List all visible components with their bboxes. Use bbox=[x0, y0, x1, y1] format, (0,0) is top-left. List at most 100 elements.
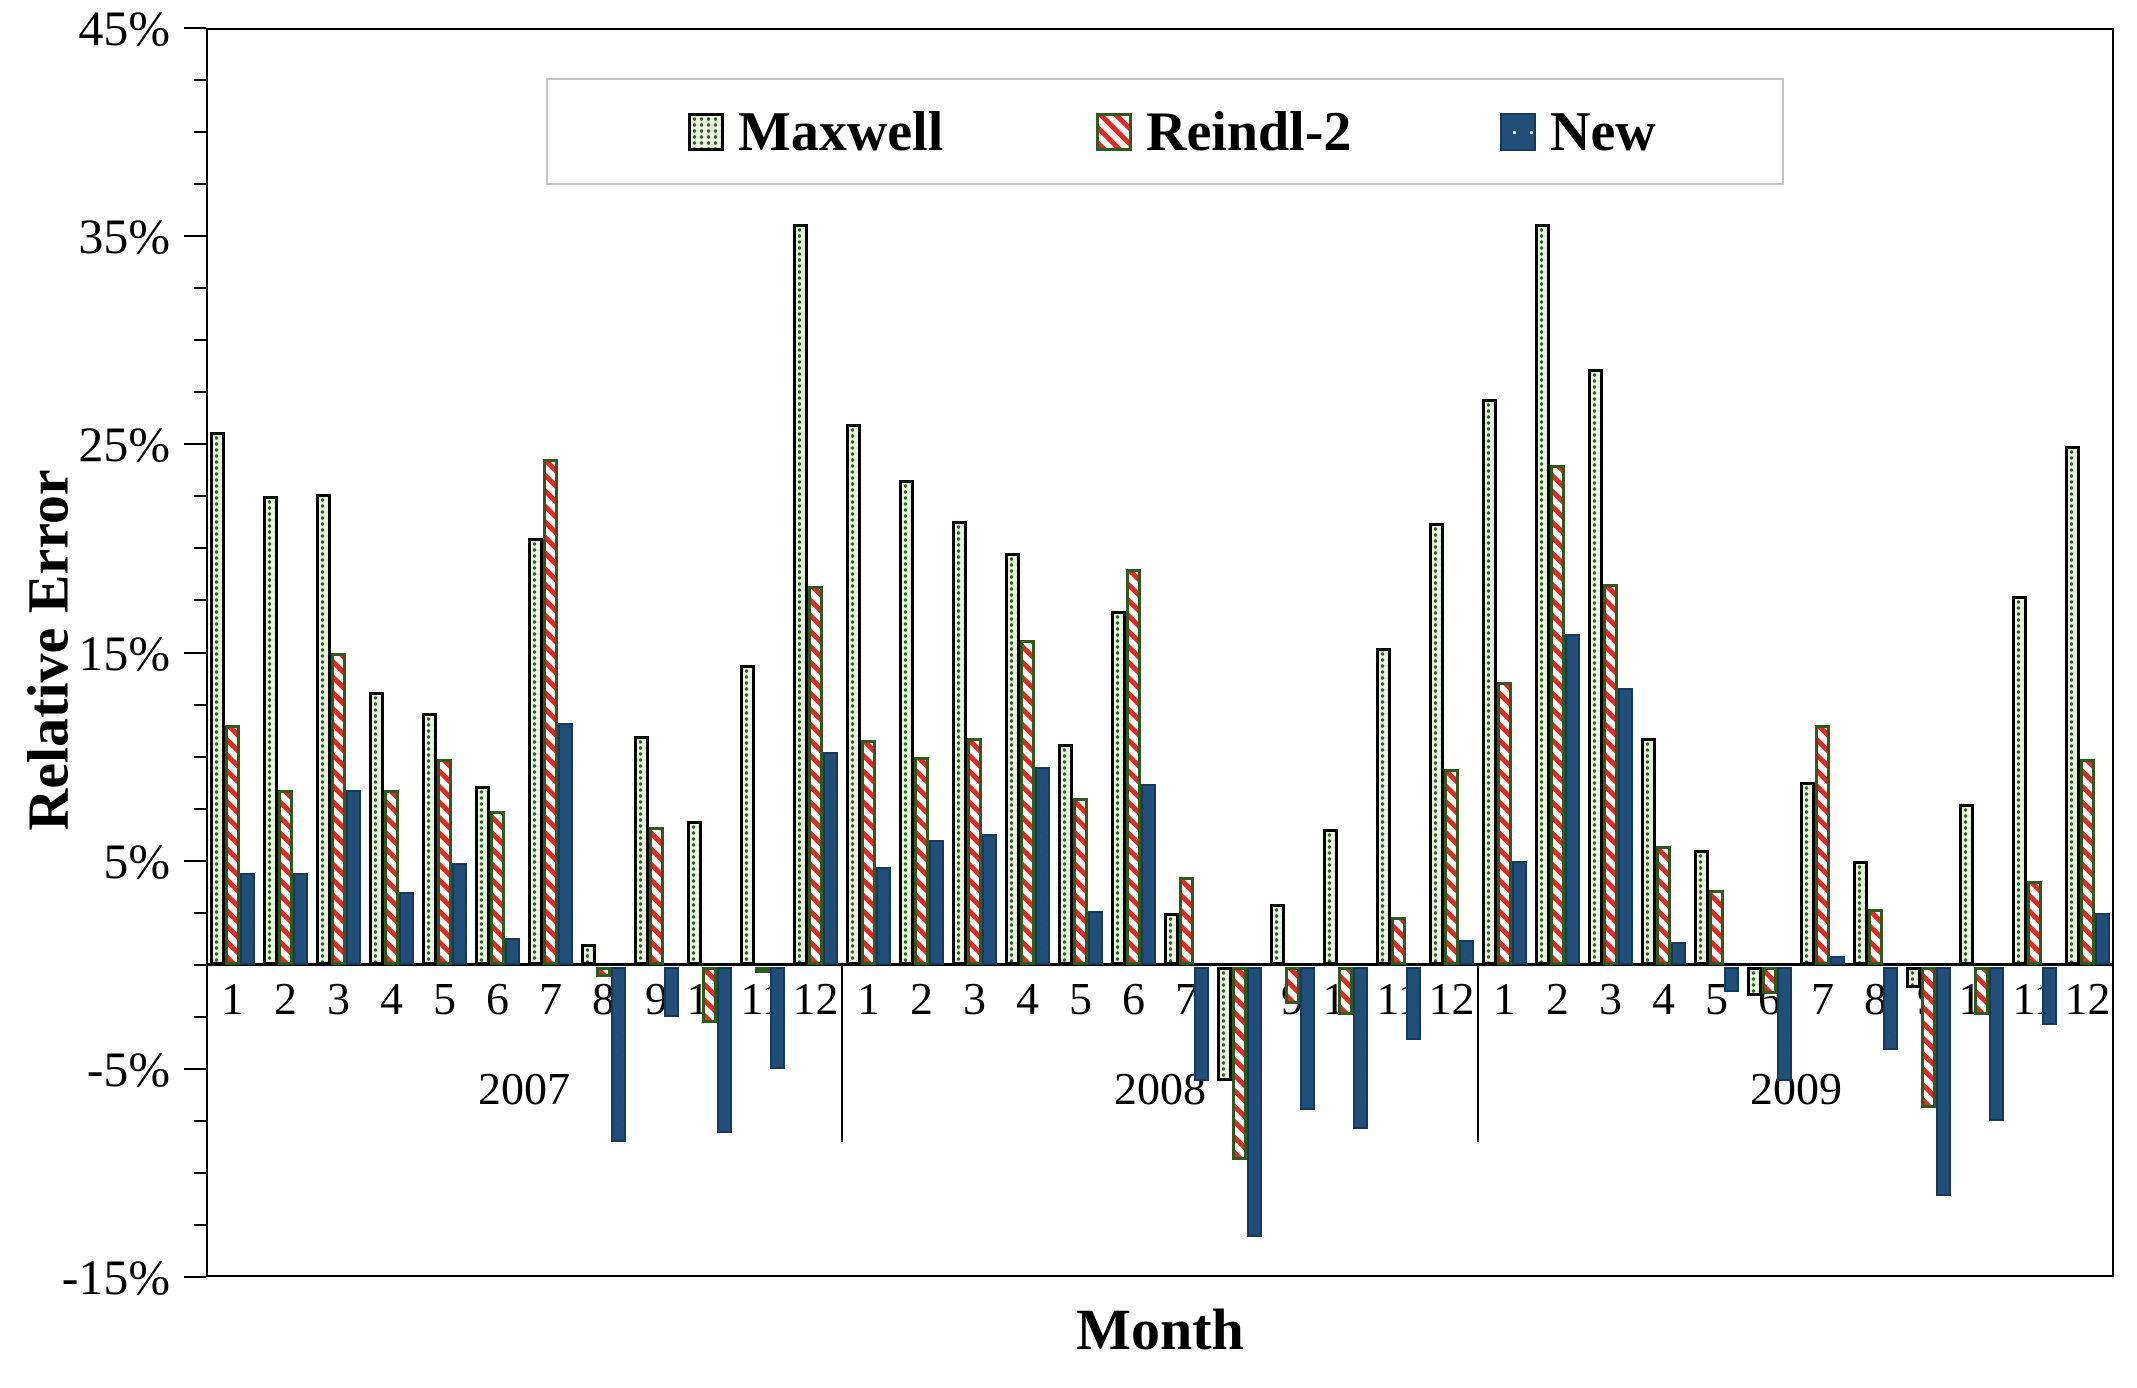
bar-reindl-2007-m2 bbox=[278, 789, 293, 965]
y-major-tick bbox=[184, 443, 206, 446]
bar-reindl-2007-m1 bbox=[225, 725, 240, 965]
bar-new-2009-m2 bbox=[1565, 633, 1580, 965]
bar-reindl-2009-m11 bbox=[2027, 881, 2042, 965]
bar-new-2009-m11 bbox=[2042, 966, 2057, 1026]
y-tick-label: 25% bbox=[78, 416, 170, 473]
bar-reindl-2008-m8 bbox=[1232, 966, 1247, 1161]
y-minor-tick bbox=[194, 183, 206, 186]
bar-maxwell-2008-m9 bbox=[1270, 904, 1285, 965]
bar-reindl-2007-m3 bbox=[331, 652, 346, 965]
month-label: 2 bbox=[1546, 973, 1569, 1024]
x-axis-title: Month bbox=[1076, 1297, 1244, 1362]
month-label: 8 bbox=[1864, 973, 1887, 1024]
new-swatch-icon bbox=[1500, 112, 1536, 151]
month-label: 2 bbox=[274, 973, 297, 1024]
bar-new-2008-m7 bbox=[1194, 966, 1209, 1082]
bar-new-2009-m10 bbox=[1989, 966, 2004, 1121]
bar-maxwell-2007-m6 bbox=[475, 785, 490, 965]
bar-new-2007-m7 bbox=[558, 723, 573, 965]
legend-label-maxwell: Maxwell bbox=[738, 100, 944, 163]
bar-maxwell-2009-m3 bbox=[1588, 369, 1603, 965]
y-tick-label: -5% bbox=[86, 1040, 170, 1097]
legend-item-reindl-2: Reindl-2 bbox=[1096, 80, 1351, 183]
bar-reindl-2008-m10 bbox=[1338, 966, 1353, 1015]
bar-new-2009-m1 bbox=[1512, 860, 1527, 965]
y-minor-tick bbox=[194, 1015, 206, 1018]
bar-maxwell-2009-m1 bbox=[1482, 398, 1497, 965]
y-minor-tick bbox=[194, 807, 206, 810]
month-label: 7 bbox=[1811, 973, 1834, 1024]
bar-maxwell-2007-m4 bbox=[369, 692, 384, 965]
bar-new-2008-m8 bbox=[1247, 966, 1262, 1238]
year-label-2007: 2007 bbox=[478, 1063, 570, 1114]
bar-reindl-2008-m1 bbox=[861, 739, 876, 965]
bar-maxwell-2009-m4 bbox=[1641, 737, 1656, 965]
bar-reindl-2007-m5 bbox=[437, 758, 452, 965]
bar-new-2007-m5 bbox=[452, 862, 467, 965]
bar-reindl-2007-m9 bbox=[649, 827, 664, 965]
bar-maxwell-2009-m5 bbox=[1694, 850, 1709, 965]
bar-new-2008-m1 bbox=[876, 866, 891, 965]
bar-maxwell-2007-m3 bbox=[316, 494, 331, 965]
month-label: 5 bbox=[1705, 973, 1728, 1024]
y-tick-label: 5% bbox=[103, 832, 170, 889]
bar-maxwell-2007-m1 bbox=[210, 431, 225, 965]
bar-maxwell-2009-m10 bbox=[1959, 804, 1974, 965]
y-major-tick bbox=[184, 859, 206, 862]
bar-new-2009-m5 bbox=[1724, 966, 1739, 992]
bar-maxwell-2008-m1 bbox=[846, 423, 861, 965]
y-major-tick bbox=[184, 235, 206, 238]
month-label: 1 bbox=[1493, 973, 1516, 1024]
y-minor-tick bbox=[194, 1223, 206, 1226]
bar-new-2007-m3 bbox=[346, 789, 361, 965]
y-minor-tick bbox=[194, 339, 206, 342]
month-label: 4 bbox=[1652, 973, 1675, 1024]
bar-reindl-2007-m6 bbox=[490, 810, 505, 965]
year-separator-line bbox=[841, 964, 843, 1142]
month-label: 5 bbox=[1069, 973, 1092, 1024]
bar-maxwell-2009-m8 bbox=[1853, 860, 1868, 965]
month-label: 1 bbox=[857, 973, 880, 1024]
bar-new-2007-m8 bbox=[611, 966, 626, 1142]
bar-maxwell-2008-m4 bbox=[1005, 552, 1020, 965]
y-major-tick bbox=[184, 1067, 206, 1070]
bar-reindl-2009-m2 bbox=[1550, 465, 1565, 965]
bar-reindl-2008-m11 bbox=[1391, 916, 1406, 965]
bar-reindl-2008-m12 bbox=[1444, 769, 1459, 965]
bar-reindl-2009-m4 bbox=[1656, 846, 1671, 965]
year-label-2009: 2009 bbox=[1750, 1063, 1842, 1114]
bar-reindl-2008-m6 bbox=[1126, 569, 1141, 965]
y-minor-tick bbox=[194, 79, 206, 82]
month-label: 12 bbox=[2064, 973, 2111, 1024]
y-minor-tick bbox=[194, 599, 206, 602]
legend-item-new: New bbox=[1500, 80, 1656, 183]
year-label-2008: 2008 bbox=[1114, 1063, 1206, 1114]
bar-maxwell-2008-m12 bbox=[1429, 523, 1444, 965]
bar-new-2009-m9 bbox=[1936, 966, 1951, 1196]
legend: Maxwell Reindl-2 New bbox=[546, 78, 1784, 185]
bar-reindl-2007-m11 bbox=[755, 966, 770, 973]
bar-reindl-2009-m10 bbox=[1974, 966, 1989, 1015]
bar-new-2007-m9 bbox=[664, 966, 679, 1017]
bar-new-2009-m3 bbox=[1618, 687, 1633, 965]
y-minor-tick bbox=[194, 287, 206, 290]
legend-label-new: New bbox=[1550, 100, 1656, 163]
bar-maxwell-2008-m7 bbox=[1164, 912, 1179, 965]
bar-new-2007-m12 bbox=[823, 752, 838, 965]
y-axis-title: Relative Error bbox=[15, 469, 82, 830]
bar-new-2007-m10 bbox=[717, 966, 732, 1134]
y-tick-label: 35% bbox=[78, 208, 170, 265]
bar-new-2007-m11 bbox=[770, 966, 785, 1069]
month-label: 3 bbox=[327, 973, 350, 1024]
legend-label-reindl-2: Reindl-2 bbox=[1146, 100, 1352, 163]
bar-new-2009-m8 bbox=[1883, 966, 1898, 1051]
bar-new-2008-m3 bbox=[982, 833, 997, 965]
month-label: 12 bbox=[1428, 973, 1475, 1024]
bar-reindl-2009-m7 bbox=[1815, 725, 1830, 965]
month-label: 6 bbox=[1122, 973, 1145, 1024]
bar-reindl-2007-m12 bbox=[808, 585, 823, 965]
y-major-tick bbox=[184, 27, 206, 29]
y-minor-tick bbox=[194, 1171, 206, 1174]
bar-maxwell-2007-m5 bbox=[422, 712, 437, 965]
bar-maxwell-2007-m10 bbox=[687, 821, 702, 965]
